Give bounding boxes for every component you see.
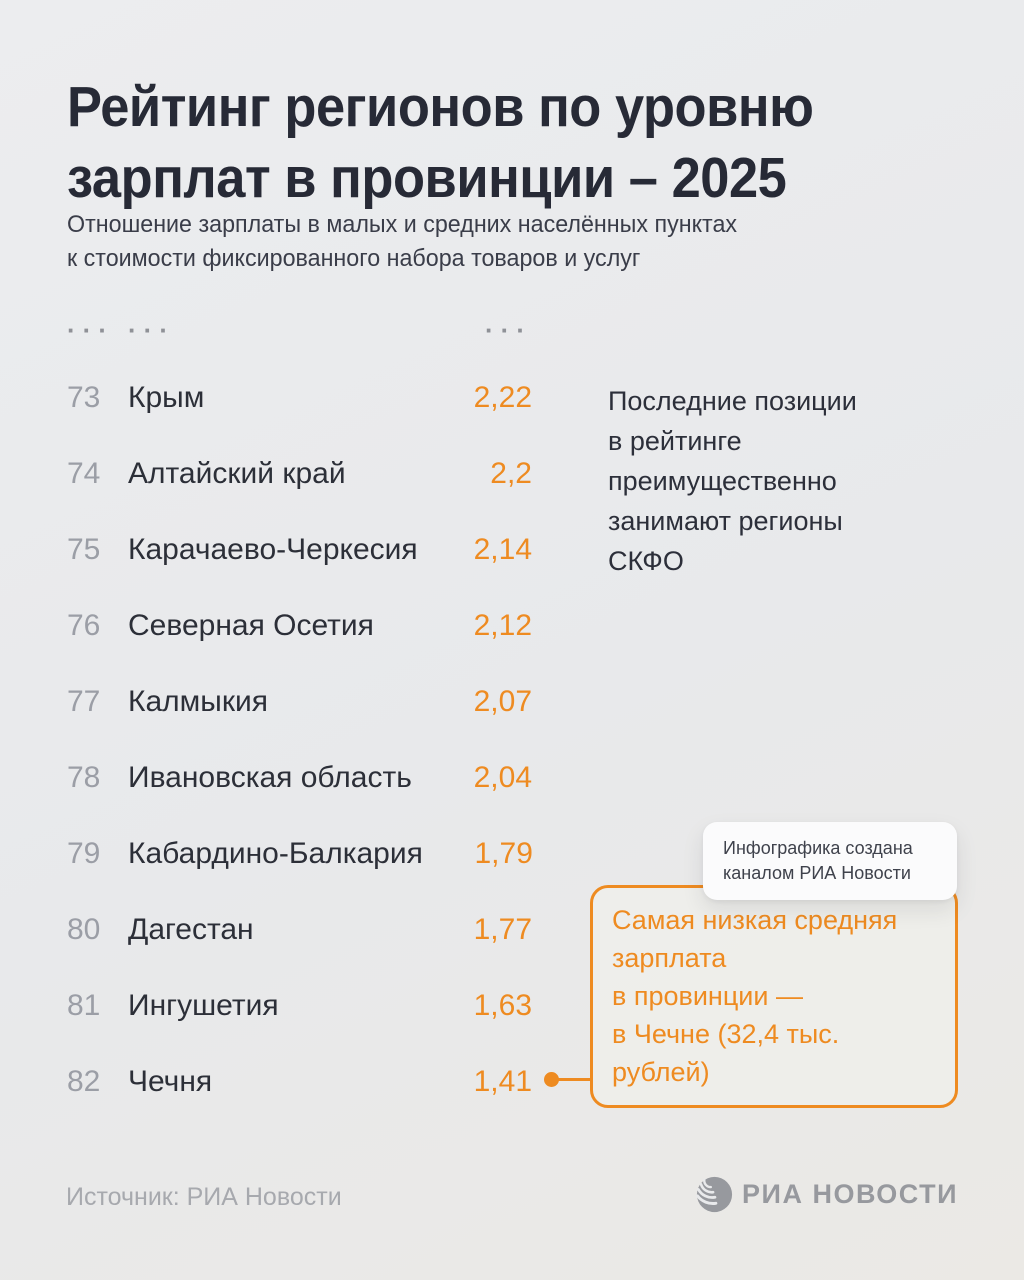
- row-rank: 78: [67, 761, 101, 794]
- credit-tooltip-line-2: каналом РИА Новости: [723, 863, 911, 883]
- source-label: Источник: РИА Новости: [66, 1183, 342, 1211]
- chechnya-callout-line-3: в провинции —: [612, 981, 803, 1011]
- row-value: 2,22: [473, 381, 532, 414]
- row-value: 1,63: [473, 989, 532, 1022]
- page-title: Рейтинг регионов по уровню зарплат в про…: [67, 72, 814, 214]
- row-region: Карачаево-Черкесия: [128, 533, 418, 566]
- skfo-annotation-line-1: Последние позиции: [608, 386, 857, 416]
- row-value: 2,07: [473, 685, 532, 718]
- row-rank: 81: [67, 989, 101, 1022]
- chechnya-callout-line-1: Самая низкая средняя: [612, 905, 898, 935]
- ranking-row: 78 Ивановская область 2,04: [67, 740, 532, 816]
- row-region: Алтайский край: [128, 457, 346, 490]
- row-rank: 74: [67, 457, 101, 490]
- row-value: 2,12: [473, 609, 532, 642]
- ranking-row: 73 Крым 2,22: [67, 360, 532, 436]
- chechnya-callout: Самая низкая средняя зарплата в провинци…: [590, 885, 958, 1108]
- chechnya-callout-line-2: зарплата: [612, 943, 727, 973]
- row-rank: 76: [67, 609, 101, 642]
- ranking-row: 77 Калмыкия 2,07: [67, 664, 532, 740]
- row-value: 2,04: [473, 761, 532, 794]
- ranking-list: ··· ··· ··· 73 Крым 2,22 74 Алтайский кр…: [67, 300, 533, 1120]
- row-value: 1,79: [474, 837, 533, 870]
- row-region: Ивановская область: [128, 761, 412, 794]
- row-region: Ингушетия: [128, 989, 279, 1022]
- row-region: Дагестан: [128, 913, 254, 946]
- ria-novosti-logo: РИА НОВОСТИ: [696, 1176, 958, 1213]
- row-rank: 79: [67, 837, 101, 870]
- callout-connector-line: [552, 1078, 592, 1081]
- page-title-line-2: зарплат в провинции – 2025: [67, 146, 787, 210]
- callout-connector-dot: [544, 1072, 559, 1087]
- row-region: Северная Осетия: [128, 609, 374, 642]
- page-subtitle-line-2: к стоимости фиксированного набора товаро…: [67, 245, 641, 272]
- row-rank: 73: [67, 381, 101, 414]
- row-region: Чечня: [128, 1065, 213, 1098]
- ellipsis-region: ···: [128, 314, 175, 345]
- row-region: Кабардино-Балкария: [128, 837, 423, 870]
- ranking-row: 75 Карачаево-Черкесия 2,14: [67, 512, 532, 588]
- ranking-row: 82 Чечня 1,41: [67, 1044, 532, 1120]
- skfo-annotation-line-4: занимают регионы: [608, 506, 843, 536]
- row-rank: 75: [67, 533, 101, 566]
- page-title-line-1: Рейтинг регионов по уровню: [67, 75, 814, 139]
- skfo-annotation-line-2: в рейтинге: [608, 426, 742, 456]
- skfo-annotation-line-3: преимущественно: [608, 466, 837, 496]
- ellipsis-value: ···: [485, 314, 532, 345]
- skfo-annotation: Последние позиции в рейтинге преимуществ…: [608, 381, 857, 581]
- ranking-ellipsis-row: ··· ··· ···: [67, 300, 532, 360]
- row-region: Крым: [128, 381, 205, 414]
- row-region: Калмыкия: [128, 685, 268, 718]
- row-value: 2,2: [490, 457, 532, 490]
- row-rank: 82: [67, 1065, 101, 1098]
- row-value: 1,41: [473, 1065, 532, 1098]
- row-rank: 80: [67, 913, 101, 946]
- chechnya-callout-line-5: рублей): [612, 1057, 710, 1087]
- ranking-row: 79 Кабардино-Балкария 1,79: [67, 816, 533, 892]
- row-rank: 77: [67, 685, 101, 718]
- row-value: 1,77: [473, 913, 532, 946]
- ria-globe-icon: [696, 1176, 733, 1213]
- ria-logo-text: РИА НОВОСТИ: [742, 1179, 958, 1209]
- skfo-annotation-line-5: СКФО: [608, 546, 684, 576]
- ranking-row: 80 Дагестан 1,77: [67, 892, 532, 968]
- ranking-row: 76 Северная Осетия 2,12: [67, 588, 532, 664]
- row-value: 2,14: [473, 533, 532, 566]
- credit-tooltip: Инфографика создана каналом РИА Новости: [703, 822, 957, 900]
- ellipsis-rank: ···: [67, 314, 114, 345]
- page-subtitle: Отношение зарплаты в малых и средних нас…: [67, 208, 737, 276]
- ranking-row: 74 Алтайский край 2,2: [67, 436, 532, 512]
- credit-tooltip-line-1: Инфографика создана: [723, 838, 913, 858]
- ranking-row: 81 Ингушетия 1,63: [67, 968, 532, 1044]
- chechnya-callout-line-4: в Чечне (32,4 тыс.: [612, 1019, 840, 1049]
- page-subtitle-line-1: Отношение зарплаты в малых и средних нас…: [67, 211, 738, 238]
